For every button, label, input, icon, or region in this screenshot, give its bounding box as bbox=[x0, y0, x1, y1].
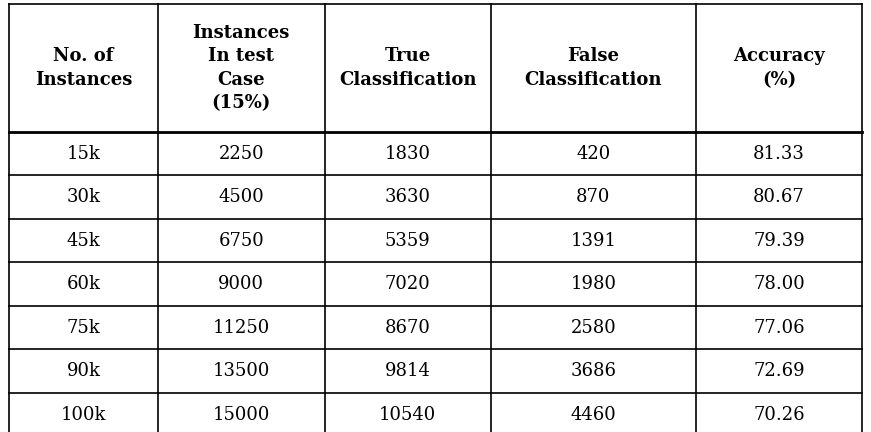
Text: 75k: 75k bbox=[66, 318, 100, 337]
Text: 10540: 10540 bbox=[379, 406, 436, 423]
Text: 79.39: 79.39 bbox=[753, 232, 805, 250]
Text: 77.06: 77.06 bbox=[753, 318, 805, 337]
Text: False
Classification: False Classification bbox=[524, 47, 662, 89]
Text: 8670: 8670 bbox=[385, 318, 430, 337]
Text: True
Classification: True Classification bbox=[339, 47, 476, 89]
Text: 78.00: 78.00 bbox=[753, 275, 805, 293]
Text: 100k: 100k bbox=[61, 406, 106, 423]
Text: 70.26: 70.26 bbox=[753, 406, 805, 423]
Text: 4460: 4460 bbox=[571, 406, 617, 423]
Text: 80.67: 80.67 bbox=[753, 188, 805, 206]
Text: 45k: 45k bbox=[66, 232, 100, 250]
Text: No. of
Instances: No. of Instances bbox=[35, 47, 132, 89]
Text: 1391: 1391 bbox=[571, 232, 617, 250]
Text: 420: 420 bbox=[577, 145, 611, 162]
Text: 870: 870 bbox=[577, 188, 611, 206]
Text: 13500: 13500 bbox=[213, 362, 270, 380]
Text: 3630: 3630 bbox=[385, 188, 431, 206]
Text: 2250: 2250 bbox=[219, 145, 264, 162]
Text: 30k: 30k bbox=[66, 188, 100, 206]
Text: 4500: 4500 bbox=[219, 188, 264, 206]
Text: 81.33: 81.33 bbox=[753, 145, 805, 162]
Text: 90k: 90k bbox=[66, 362, 100, 380]
Text: 1830: 1830 bbox=[385, 145, 431, 162]
Text: 9814: 9814 bbox=[385, 362, 430, 380]
Text: Accuracy
(%): Accuracy (%) bbox=[733, 47, 825, 89]
Text: 60k: 60k bbox=[66, 275, 100, 293]
Text: 7020: 7020 bbox=[385, 275, 430, 293]
Text: 15k: 15k bbox=[66, 145, 100, 162]
Text: Instances
In test
Case
(15%): Instances In test Case (15%) bbox=[192, 24, 290, 112]
Text: 15000: 15000 bbox=[213, 406, 270, 423]
Text: 1980: 1980 bbox=[571, 275, 617, 293]
Text: 11250: 11250 bbox=[213, 318, 270, 337]
Text: 5359: 5359 bbox=[385, 232, 430, 250]
Text: 3686: 3686 bbox=[571, 362, 617, 380]
Text: 2580: 2580 bbox=[571, 318, 617, 337]
Text: 6750: 6750 bbox=[219, 232, 264, 250]
Text: 9000: 9000 bbox=[219, 275, 264, 293]
Text: 72.69: 72.69 bbox=[753, 362, 805, 380]
